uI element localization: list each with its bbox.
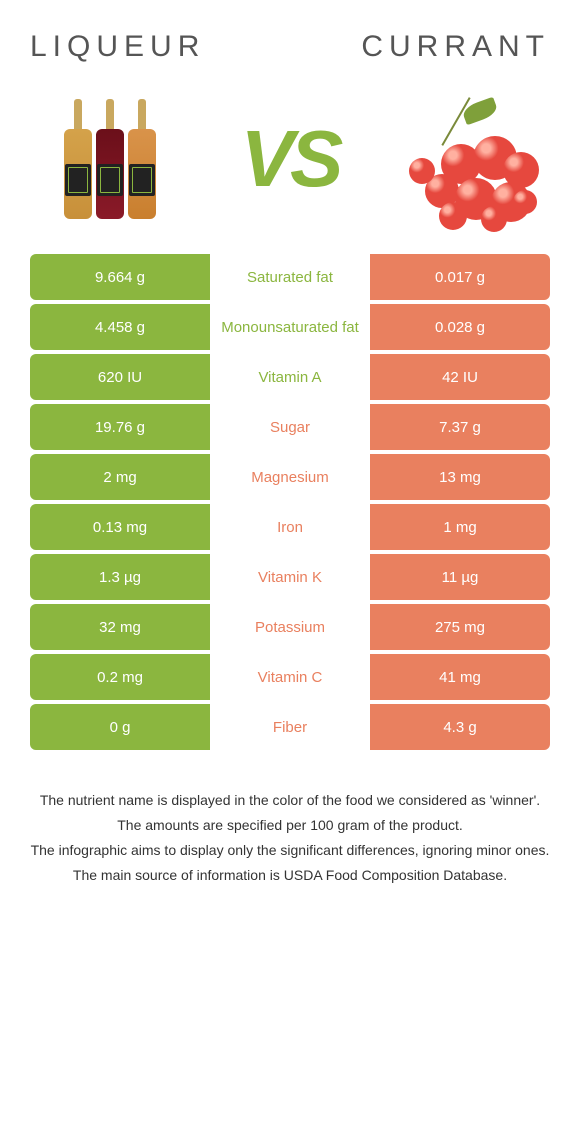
nutrient-label: Fiber: [210, 704, 370, 750]
footer-line: The amounts are specified per 100 gram o…: [30, 815, 550, 836]
bottle-icon: [128, 99, 156, 219]
footer-line: The nutrient name is displayed in the co…: [30, 790, 550, 811]
right-value: 275 mg: [370, 604, 550, 650]
left-value: 0 g: [30, 704, 210, 750]
nutrient-label: Vitamin K: [210, 554, 370, 600]
table-row: 0.2 mgVitamin C41 mg: [30, 654, 550, 700]
left-value: 2 mg: [30, 454, 210, 500]
footer-line: The main source of information is USDA F…: [30, 865, 550, 886]
berry-icon: [439, 202, 467, 230]
header-right: CURRANT: [361, 30, 550, 64]
footer-notes: The nutrient name is displayed in the co…: [30, 790, 550, 886]
right-value: 4.3 g: [370, 704, 550, 750]
image-row: VS: [30, 94, 550, 224]
vs-label: VS: [241, 113, 340, 205]
left-value: 19.76 g: [30, 404, 210, 450]
table-row: 0.13 mgIron1 mg: [30, 504, 550, 550]
table-row: 4.458 gMonounsaturated fat0.028 g: [30, 304, 550, 350]
footer-line: The infographic aims to display only the…: [30, 840, 550, 861]
berry-icon: [481, 206, 507, 232]
table-row: 9.664 gSaturated fat0.017 g: [30, 254, 550, 300]
berry-icon: [409, 158, 435, 184]
left-value: 32 mg: [30, 604, 210, 650]
header-row: LIQUEUR CURRANT: [30, 30, 550, 64]
table-row: 2 mgMagnesium13 mg: [30, 454, 550, 500]
left-value: 4.458 g: [30, 304, 210, 350]
berry-icon: [513, 190, 537, 214]
right-value: 1 mg: [370, 504, 550, 550]
nutrient-label: Sugar: [210, 404, 370, 450]
bottle-icon: [96, 99, 124, 219]
nutrient-label: Potassium: [210, 604, 370, 650]
left-value: 620 IU: [30, 354, 210, 400]
right-value: 7.37 g: [370, 404, 550, 450]
right-value: 41 mg: [370, 654, 550, 700]
right-value: 11 µg: [370, 554, 550, 600]
table-row: 1.3 µgVitamin K11 µg: [30, 554, 550, 600]
nutrient-label: Vitamin A: [210, 354, 370, 400]
right-value: 0.017 g: [370, 254, 550, 300]
nutrient-label: Magnesium: [210, 454, 370, 500]
left-value: 1.3 µg: [30, 554, 210, 600]
header-left: LIQUEUR: [30, 30, 205, 64]
right-value: 0.028 g: [370, 304, 550, 350]
bottle-icon: [64, 99, 92, 219]
left-value: 0.2 mg: [30, 654, 210, 700]
table-row: 32 mgPotassium275 mg: [30, 604, 550, 650]
table-row: 620 IUVitamin A42 IU: [30, 354, 550, 400]
left-value: 9.664 g: [30, 254, 210, 300]
liqueur-illustration: [30, 99, 190, 219]
table-row: 0 gFiber4.3 g: [30, 704, 550, 750]
right-value: 42 IU: [370, 354, 550, 400]
right-value: 13 mg: [370, 454, 550, 500]
left-value: 0.13 mg: [30, 504, 210, 550]
nutrient-label: Saturated fat: [210, 254, 370, 300]
currant-illustration: [390, 94, 550, 224]
nutrient-label: Vitamin C: [210, 654, 370, 700]
comparison-table: 9.664 gSaturated fat0.017 g4.458 gMonoun…: [30, 254, 550, 750]
table-row: 19.76 gSugar7.37 g: [30, 404, 550, 450]
nutrient-label: Iron: [210, 504, 370, 550]
nutrient-label: Monounsaturated fat: [210, 304, 370, 350]
